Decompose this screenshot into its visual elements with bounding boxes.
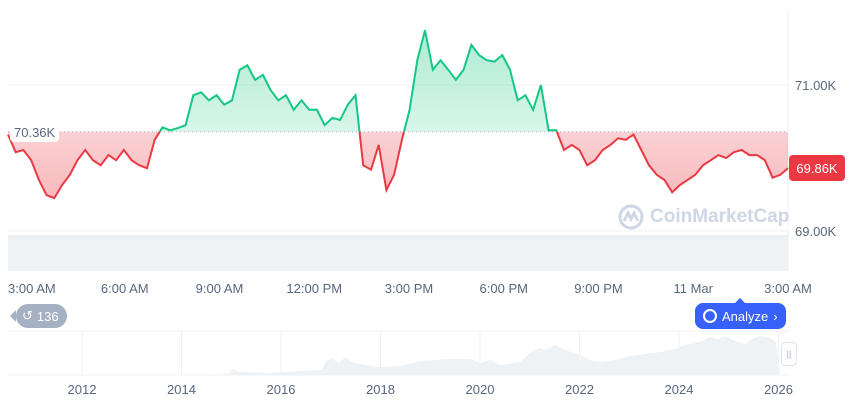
history-count: 136	[36, 308, 59, 324]
area-above-baseline	[8, 30, 788, 132]
analyze-button[interactable]: Analyze ›	[695, 298, 786, 329]
analyze-label: Analyze	[722, 308, 769, 324]
current-price-badge: 69.86K	[789, 155, 845, 181]
area-below-baseline	[8, 131, 788, 199]
x-tick-label: 3:00 AM	[8, 281, 56, 296]
ai-analyze-icon	[703, 309, 717, 323]
navigator-x-tick-label: 2014	[167, 382, 196, 397]
volume-area	[8, 235, 788, 271]
x-tick-label: 9:00 AM	[196, 281, 244, 296]
coinmarketcap-watermark: CoinMarketCap	[618, 204, 789, 230]
x-tick-label: 9:00 PM	[574, 281, 622, 296]
x-tick-label: 12:00 PM	[286, 281, 342, 296]
navigator-x-tick-label: 2022	[565, 382, 594, 397]
navigator-handle[interactable]: ||	[781, 342, 797, 366]
x-tick-label: 3:00 PM	[385, 281, 433, 296]
navigator-x-tick-label: 2020	[466, 382, 495, 397]
coinmarketcap-logo-icon	[618, 204, 644, 230]
x-tick-label: 3:00 AM	[764, 281, 812, 296]
y-tick-label: 69.00K	[795, 224, 837, 239]
navigator-x-tick-label: 2018	[366, 382, 395, 397]
y-tick-label: 71.00K	[795, 78, 837, 93]
navigator-x-tick-label: 2012	[68, 382, 97, 397]
x-tick-label: 6:00 PM	[480, 281, 528, 296]
navigator-history-area	[180, 336, 780, 375]
x-tick-label: 6:00 AM	[101, 281, 149, 296]
watermark-text: CoinMarketCap	[650, 206, 790, 227]
navigator-x-tick-label: 2026	[764, 382, 793, 397]
navigator-x-tick-label: 2024	[665, 382, 694, 397]
price-line-below	[7, 131, 789, 200]
navigator-x-tick-label: 2016	[267, 382, 296, 397]
baseline-label: 70.36K	[10, 123, 60, 142]
history-button[interactable]: ↺ 136	[10, 304, 67, 328]
history-icon: ↺	[22, 308, 33, 323]
x-tick-label: 11 Mar	[674, 281, 714, 296]
chevron-right-icon: ›	[773, 308, 778, 324]
